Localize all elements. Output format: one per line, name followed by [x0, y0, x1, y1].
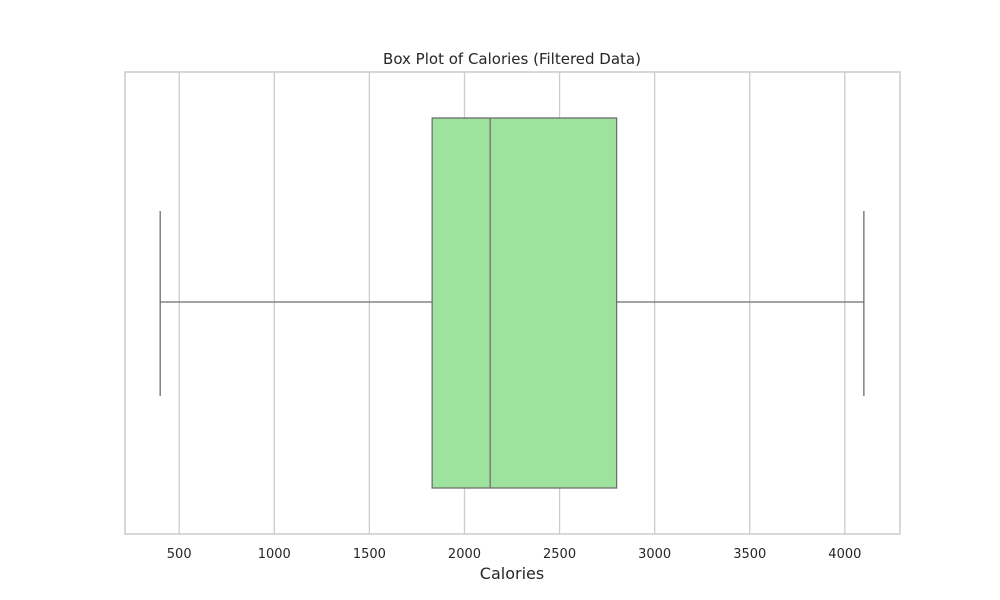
chart-title: Box Plot of Calories (Filtered Data): [383, 50, 641, 68]
interquartile-box: [431, 117, 618, 489]
x-axis-label: Calories: [480, 564, 544, 583]
x-tick-label-2500: 2500: [543, 547, 576, 562]
x-tick-label-2000: 2000: [448, 547, 481, 562]
box-plot: [159, 117, 865, 489]
x-tick-label-1000: 1000: [258, 547, 291, 562]
x-tick-label-4000: 4000: [828, 547, 861, 562]
x-tick-label-500: 500: [167, 547, 192, 562]
x-tick-label-1500: 1500: [353, 547, 386, 562]
x-tick-label-3500: 3500: [733, 547, 766, 562]
x-axis-ticks: 500 1000 1500 2000 2500 3000 3500 4000: [167, 547, 862, 562]
plot-frame: [124, 71, 901, 535]
x-tick-label-3000: 3000: [638, 547, 671, 562]
